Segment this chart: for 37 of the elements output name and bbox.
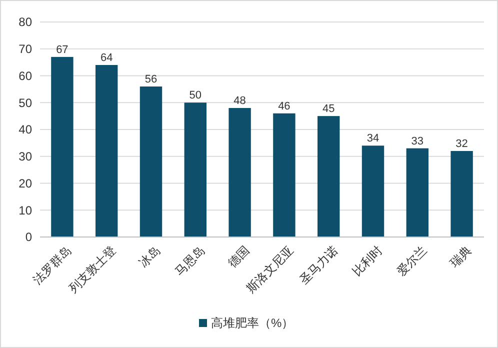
x-tick-label: 爱尔兰 xyxy=(394,243,430,279)
data-label: 48 xyxy=(234,95,246,107)
y-tick-label: 20 xyxy=(18,176,32,190)
bar xyxy=(450,151,473,237)
y-tick-label: 80 xyxy=(18,15,32,30)
data-label: 67 xyxy=(56,44,68,56)
data-label: 46 xyxy=(278,100,290,112)
bar xyxy=(51,56,74,237)
data-label: 32 xyxy=(456,138,468,150)
bar xyxy=(406,148,428,237)
y-tick-label: 60 xyxy=(18,68,32,83)
x-tick-label: 圣马力诺 xyxy=(296,243,341,287)
x-tick-label: 瑞典 xyxy=(446,243,474,270)
y-tick-label: 40 xyxy=(18,122,32,137)
bar xyxy=(184,102,206,237)
data-label: 64 xyxy=(100,52,113,64)
x-tick-label: 冰岛 xyxy=(136,243,164,270)
y-tick-label: 10 xyxy=(18,203,32,218)
data-label: 33 xyxy=(411,135,424,148)
y-tick-label: 70 xyxy=(18,42,32,56)
bar xyxy=(273,113,296,237)
bar xyxy=(362,146,384,237)
data-label: 56 xyxy=(144,74,158,86)
bar xyxy=(318,116,340,237)
data-label: 50 xyxy=(189,90,202,102)
bar xyxy=(228,108,251,237)
y-tick-label: 30 xyxy=(18,150,32,164)
legend-label: 高堆肥率（%） xyxy=(211,316,294,330)
y-tick-label: 0 xyxy=(25,230,32,244)
data-label: 34 xyxy=(366,132,380,145)
bar xyxy=(140,86,162,237)
bar xyxy=(96,65,118,237)
y-tick-label: 50 xyxy=(18,96,32,110)
x-tick-label: 比利时 xyxy=(350,243,386,279)
x-tick-label: 德国 xyxy=(224,243,252,270)
data-label: 45 xyxy=(322,103,335,116)
x-tick-label: 马恩岛 xyxy=(172,243,208,279)
